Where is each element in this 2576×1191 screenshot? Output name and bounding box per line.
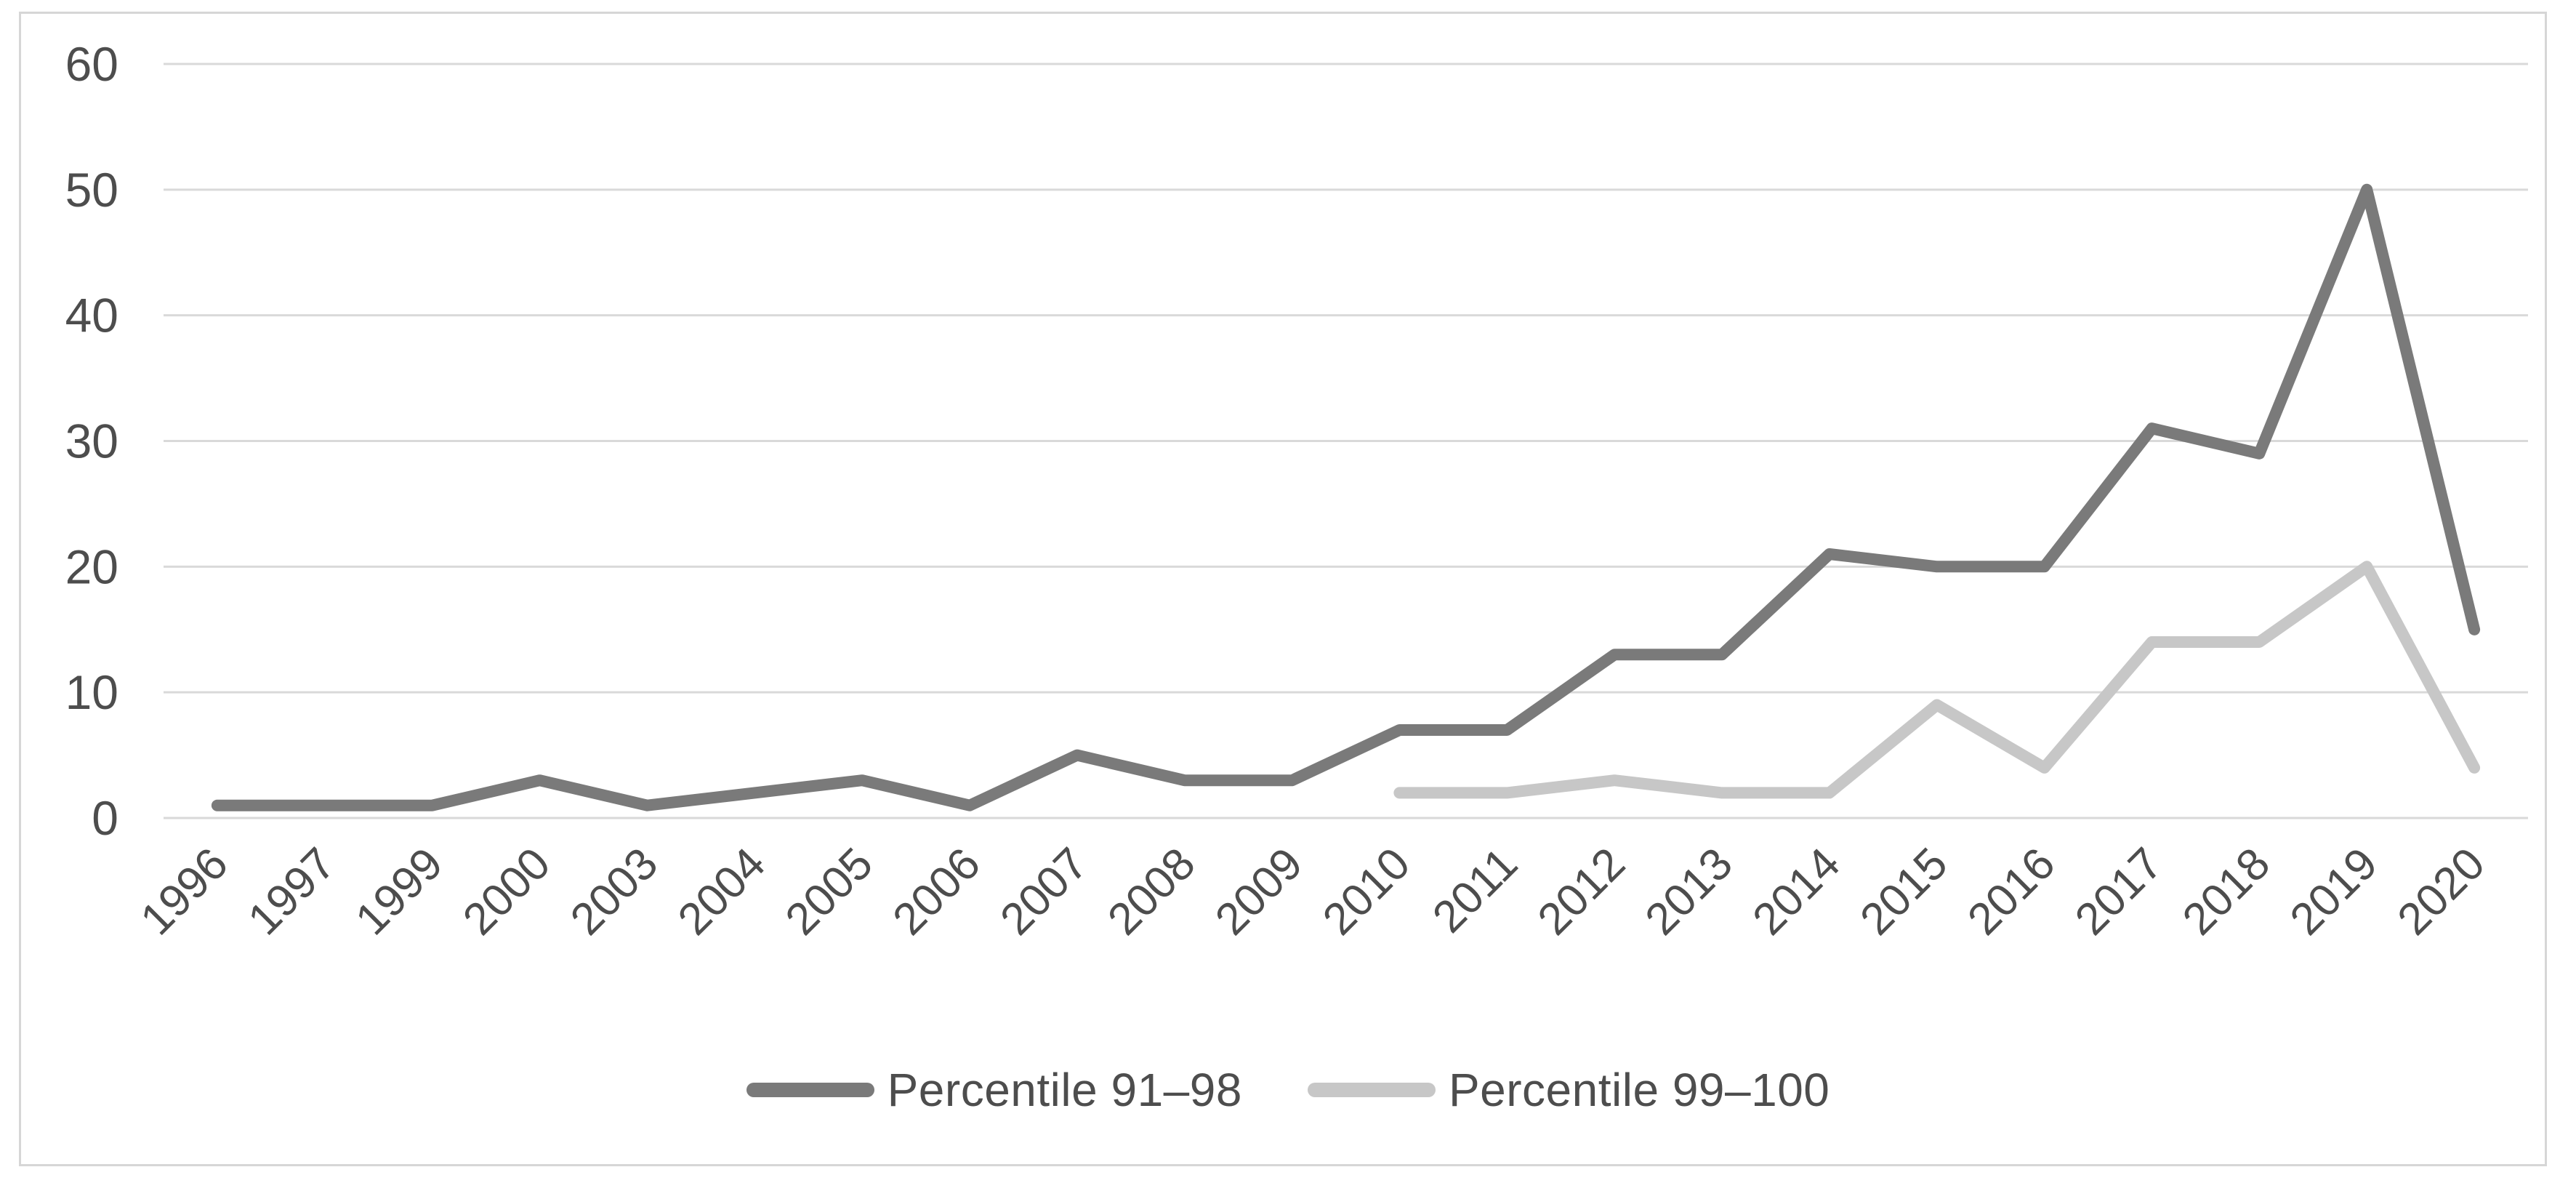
x-tick-label: 2009 — [1206, 838, 1312, 945]
x-tick-label: 2020 — [2388, 838, 2495, 945]
x-tick-label: 2004 — [669, 838, 775, 945]
series-line-0 — [211, 183, 2481, 811]
y-tick-label: 20 — [65, 540, 118, 593]
x-tick-label: 2000 — [454, 838, 560, 945]
x-tick-label: 2019 — [2281, 838, 2387, 945]
x-tick-label: 2012 — [1529, 838, 1635, 945]
chart-legend: Percentile 91–98 Percentile 99–100 — [0, 1063, 2576, 1117]
x-tick-label: 2006 — [884, 838, 990, 945]
x-tick-label: 2016 — [1958, 838, 2064, 945]
y-tick-label: 40 — [65, 289, 118, 342]
x-tick-label: 2013 — [1636, 838, 1742, 945]
legend-item-percentile-91-98: Percentile 91–98 — [746, 1063, 1242, 1117]
y-tick-label: 60 — [65, 37, 118, 91]
x-tick-label: 2015 — [1851, 838, 1957, 945]
x-tick-label: 1997 — [238, 838, 345, 945]
x-tick-label: 2018 — [2173, 838, 2279, 945]
x-tick-label: 2017 — [2066, 838, 2172, 945]
y-tick-label: 0 — [92, 791, 118, 845]
legend-label: Percentile 99–100 — [1448, 1064, 1830, 1116]
x-tick-label: 2011 — [1423, 838, 1527, 942]
x-tick-label: 1999 — [346, 838, 452, 945]
legend-item-percentile-99-100: Percentile 99–100 — [1307, 1063, 1830, 1117]
x-tick-label: 2008 — [1098, 838, 1204, 945]
y-tick-label: 50 — [65, 163, 118, 217]
chart-border-frame — [19, 12, 2547, 1166]
x-tick-label: 2014 — [1743, 838, 1849, 945]
x-tick-label: 2010 — [1313, 838, 1420, 945]
x-tick-label: 2005 — [776, 838, 882, 945]
y-tick-label: 10 — [65, 665, 118, 719]
legend-swatch-light-line — [1307, 1083, 1436, 1097]
series-line-1 — [1393, 561, 2481, 799]
x-tick-label: 1996 — [132, 838, 238, 945]
x-tick-label: 2003 — [561, 838, 667, 945]
x-tick-label: 2007 — [991, 838, 1097, 945]
y-tick-label: 30 — [65, 414, 118, 468]
legend-swatch-dark-line — [746, 1083, 874, 1097]
legend-label: Percentile 91–98 — [887, 1064, 1242, 1116]
